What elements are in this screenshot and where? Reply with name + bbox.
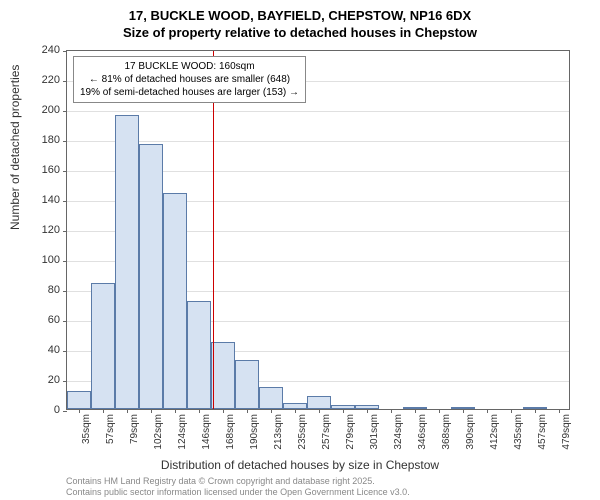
ytick-label: 240	[30, 44, 60, 56]
ytick-label: 40	[30, 344, 60, 356]
ytick-mark	[63, 261, 67, 262]
xtick-mark	[103, 409, 104, 413]
xtick-label: 257sqm	[321, 414, 332, 464]
histogram-bar	[139, 144, 163, 410]
xtick-label: 457sqm	[537, 414, 548, 464]
histogram-bar	[163, 193, 187, 409]
xtick-mark	[295, 409, 296, 413]
annotation-line-3: 19% of semi-detached houses are larger (…	[80, 86, 299, 99]
xtick-mark	[319, 409, 320, 413]
xtick-mark	[151, 409, 152, 413]
xtick-label: 235sqm	[297, 414, 308, 464]
xtick-label: 435sqm	[513, 414, 524, 464]
annotation-line-1: 17 BUCKLE WOOD: 160sqm	[80, 60, 299, 73]
xtick-mark	[367, 409, 368, 413]
ytick-label: 0	[30, 404, 60, 416]
ytick-label: 20	[30, 374, 60, 386]
xtick-label: 412sqm	[489, 414, 500, 464]
xtick-label: 390sqm	[465, 414, 476, 464]
ytick-label: 180	[30, 134, 60, 146]
xtick-label: 346sqm	[417, 414, 428, 464]
histogram-bar	[211, 342, 235, 410]
chart-title: 17, BUCKLE WOOD, BAYFIELD, CHEPSTOW, NP1…	[0, 8, 600, 42]
xtick-mark	[79, 409, 80, 413]
footer-line-1: Contains HM Land Registry data © Crown c…	[66, 476, 410, 487]
ytick-label: 100	[30, 254, 60, 266]
ytick-label: 160	[30, 164, 60, 176]
xtick-mark	[223, 409, 224, 413]
xtick-label: 79sqm	[129, 414, 140, 464]
xtick-label: 57sqm	[105, 414, 116, 464]
y-axis-label: Number of detached properties	[8, 65, 22, 230]
ytick-mark	[63, 381, 67, 382]
xtick-label: 479sqm	[561, 414, 572, 464]
ytick-mark	[63, 201, 67, 202]
xtick-label: 324sqm	[393, 414, 404, 464]
xtick-mark	[559, 409, 560, 413]
xtick-label: 301sqm	[369, 414, 380, 464]
ytick-mark	[63, 291, 67, 292]
xtick-label: 213sqm	[273, 414, 284, 464]
ytick-mark	[63, 321, 67, 322]
ytick-mark	[63, 351, 67, 352]
gridline	[67, 111, 569, 112]
xtick-mark	[199, 409, 200, 413]
gridline	[67, 141, 569, 142]
xtick-label: 279sqm	[345, 414, 356, 464]
xtick-mark	[271, 409, 272, 413]
ytick-mark	[63, 171, 67, 172]
xtick-mark	[247, 409, 248, 413]
xtick-mark	[343, 409, 344, 413]
ytick-mark	[63, 111, 67, 112]
ytick-mark	[63, 231, 67, 232]
xtick-label: 190sqm	[249, 414, 260, 464]
xtick-mark	[487, 409, 488, 413]
xtick-mark	[175, 409, 176, 413]
ytick-mark	[63, 141, 67, 142]
footer-attribution: Contains HM Land Registry data © Crown c…	[66, 476, 410, 498]
ytick-label: 120	[30, 224, 60, 236]
xtick-mark	[439, 409, 440, 413]
xtick-label: 102sqm	[153, 414, 164, 464]
reference-line	[213, 51, 214, 409]
histogram-bar	[115, 115, 139, 409]
xtick-mark	[391, 409, 392, 413]
xtick-mark	[511, 409, 512, 413]
xtick-label: 168sqm	[225, 414, 236, 464]
annotation-line-2: ← 81% of detached houses are smaller (64…	[80, 73, 299, 86]
annotation-box: 17 BUCKLE WOOD: 160sqm ← 81% of detached…	[73, 56, 306, 103]
footer-line-2: Contains public sector information licen…	[66, 487, 410, 498]
plot-area: 17 BUCKLE WOOD: 160sqm ← 81% of detached…	[66, 50, 570, 410]
xtick-label: 146sqm	[201, 414, 212, 464]
ytick-label: 80	[30, 284, 60, 296]
histogram-bar	[307, 396, 331, 410]
ytick-label: 140	[30, 194, 60, 206]
histogram-bar	[91, 283, 115, 409]
histogram-bar	[235, 360, 259, 410]
xtick-label: 124sqm	[177, 414, 188, 464]
ytick-label: 220	[30, 74, 60, 86]
xtick-label: 35sqm	[81, 414, 92, 464]
histogram-bar	[187, 301, 211, 409]
ytick-mark	[63, 411, 67, 412]
xtick-mark	[463, 409, 464, 413]
ytick-mark	[63, 51, 67, 52]
histogram-bar	[67, 391, 91, 409]
ytick-label: 200	[30, 104, 60, 116]
ytick-label: 60	[30, 314, 60, 326]
xtick-mark	[127, 409, 128, 413]
histogram-bar	[259, 387, 283, 410]
title-line-2: Size of property relative to detached ho…	[0, 25, 600, 42]
xtick-mark	[415, 409, 416, 413]
xtick-mark	[535, 409, 536, 413]
ytick-mark	[63, 81, 67, 82]
xtick-label: 368sqm	[441, 414, 452, 464]
title-line-1: 17, BUCKLE WOOD, BAYFIELD, CHEPSTOW, NP1…	[0, 8, 600, 25]
